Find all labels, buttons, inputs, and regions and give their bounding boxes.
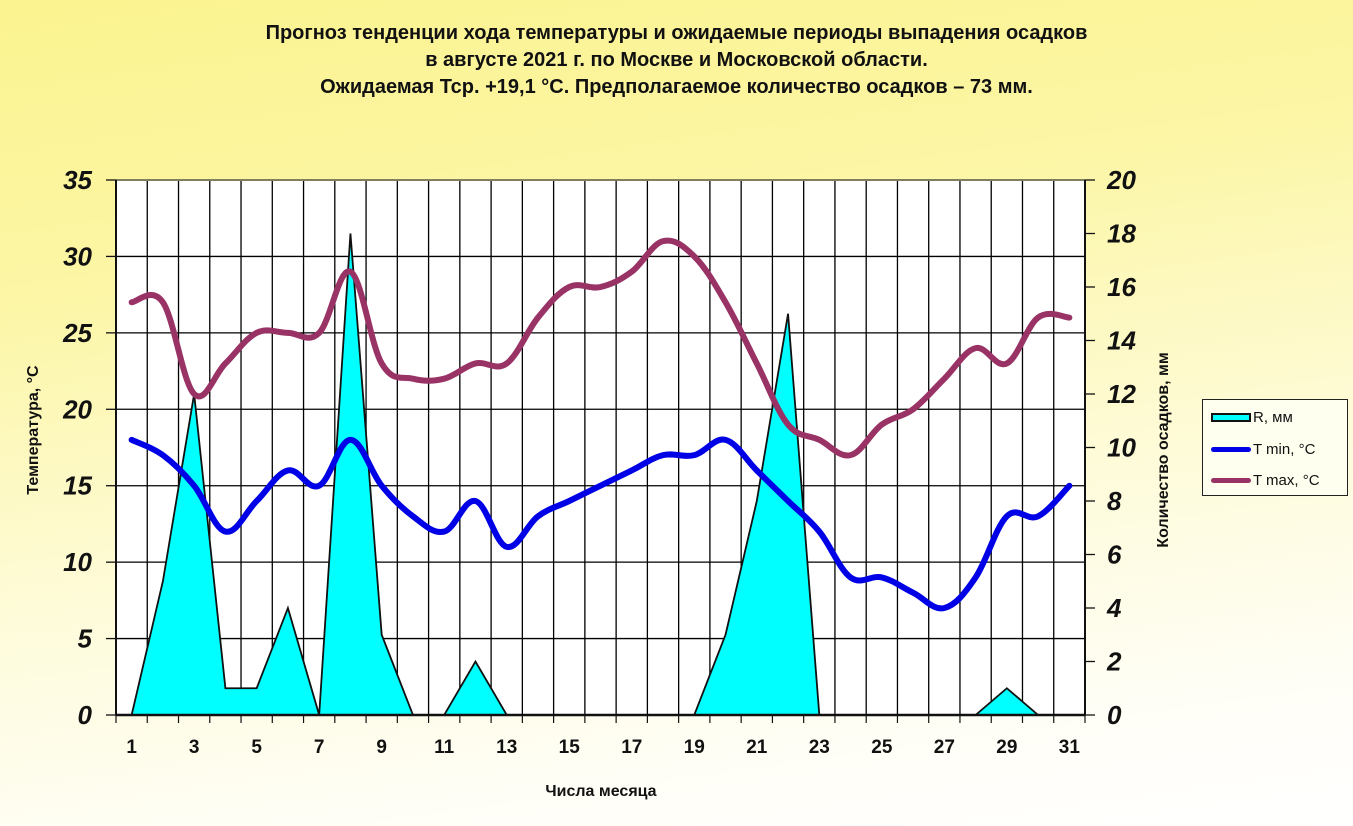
legend-item-tmin: T min, °C bbox=[1211, 439, 1315, 459]
line-swatch-icon bbox=[1211, 446, 1251, 452]
x-tick-label: 19 bbox=[684, 737, 705, 758]
x-tick-label: 13 bbox=[496, 737, 517, 758]
left-tick-label: 15 bbox=[63, 471, 92, 501]
legend-label: T min, °C bbox=[1253, 440, 1316, 458]
right-tick-label: 18 bbox=[1107, 219, 1136, 249]
left-tick-label: 0 bbox=[78, 700, 93, 730]
legend-item-tmax: T max, °C bbox=[1211, 470, 1320, 490]
right-tick-label: 8 bbox=[1107, 486, 1122, 516]
x-tick-label: 31 bbox=[1059, 737, 1081, 758]
x-tick-label: 23 bbox=[809, 737, 830, 758]
right-tick-label: 12 bbox=[1107, 379, 1136, 409]
right-tick-label: 6 bbox=[1107, 540, 1122, 570]
plot-area bbox=[116, 180, 1085, 715]
series-tmin-line bbox=[128, 436, 1073, 612]
x-axis-title: Числа месяца bbox=[545, 783, 656, 800]
right-tick-label: 20 bbox=[1106, 165, 1136, 195]
x-tick-label: 21 bbox=[746, 737, 768, 758]
left-tick-label: 10 bbox=[63, 547, 92, 577]
right-tick-label: 14 bbox=[1107, 326, 1136, 356]
x-tick-label: 25 bbox=[871, 737, 893, 758]
x-tick-label: 29 bbox=[996, 737, 1017, 758]
legend-label: T max, °C bbox=[1253, 471, 1320, 489]
area-swatch-icon bbox=[1211, 412, 1251, 422]
left-tick-label: 20 bbox=[62, 394, 92, 424]
right-tick-label: 10 bbox=[1107, 433, 1136, 463]
title-line-3: Ожидаемая Тср. +19,1 °С. Предполагаемое … bbox=[320, 76, 1033, 98]
chart-title: Прогноз тенденции хода температуры и ожи… bbox=[0, 20, 1353, 101]
x-axis-ticks: 1 3 5 7 9 11 13 15 17 19 21 23 25 27 29 31 bbox=[115, 715, 1086, 758]
x-tick-label: 5 bbox=[251, 737, 262, 758]
left-tick-label: 35 bbox=[63, 165, 92, 195]
x-tick-label: 27 bbox=[934, 737, 955, 758]
x-tick-label: 15 bbox=[559, 737, 581, 758]
left-axis-ticks: 0 5 10 15 20 25 30 35 bbox=[62, 165, 116, 730]
title-line-1: Прогноз тенденции хода температуры и ожи… bbox=[265, 22, 1088, 44]
right-axis-ticks: 0 2 4 6 8 10 12 14 16 18 20 bbox=[1085, 165, 1136, 730]
x-tick-label: 17 bbox=[621, 737, 642, 758]
series-tmax-line bbox=[128, 237, 1073, 459]
right-tick-label: 2 bbox=[1106, 647, 1122, 677]
line-swatch-icon bbox=[1211, 477, 1251, 483]
legend: R, мм T min, °C T max, °C bbox=[1202, 399, 1348, 496]
right-tick-label: 16 bbox=[1107, 272, 1136, 302]
left-axis-title: Температура, °С bbox=[25, 365, 42, 495]
x-tick-label: 1 bbox=[126, 737, 137, 758]
x-tick-label: 7 bbox=[314, 737, 325, 758]
x-tick-label: 11 bbox=[434, 737, 455, 758]
legend-label: R, мм bbox=[1253, 408, 1293, 426]
left-tick-label: 30 bbox=[63, 241, 92, 271]
left-tick-label: 5 bbox=[78, 624, 93, 654]
right-tick-label: 4 bbox=[1106, 593, 1122, 623]
x-tick-label: 9 bbox=[376, 737, 387, 758]
title-line-2: в августе 2021 г. по Москве и Московской… bbox=[425, 49, 928, 71]
left-tick-label: 25 bbox=[62, 318, 92, 348]
right-tick-label: 0 bbox=[1107, 700, 1122, 730]
right-axis-title: Количество осадков, мм bbox=[1155, 352, 1172, 547]
x-tick-label: 3 bbox=[189, 737, 200, 758]
legend-item-precipitation: R, мм bbox=[1211, 407, 1293, 427]
